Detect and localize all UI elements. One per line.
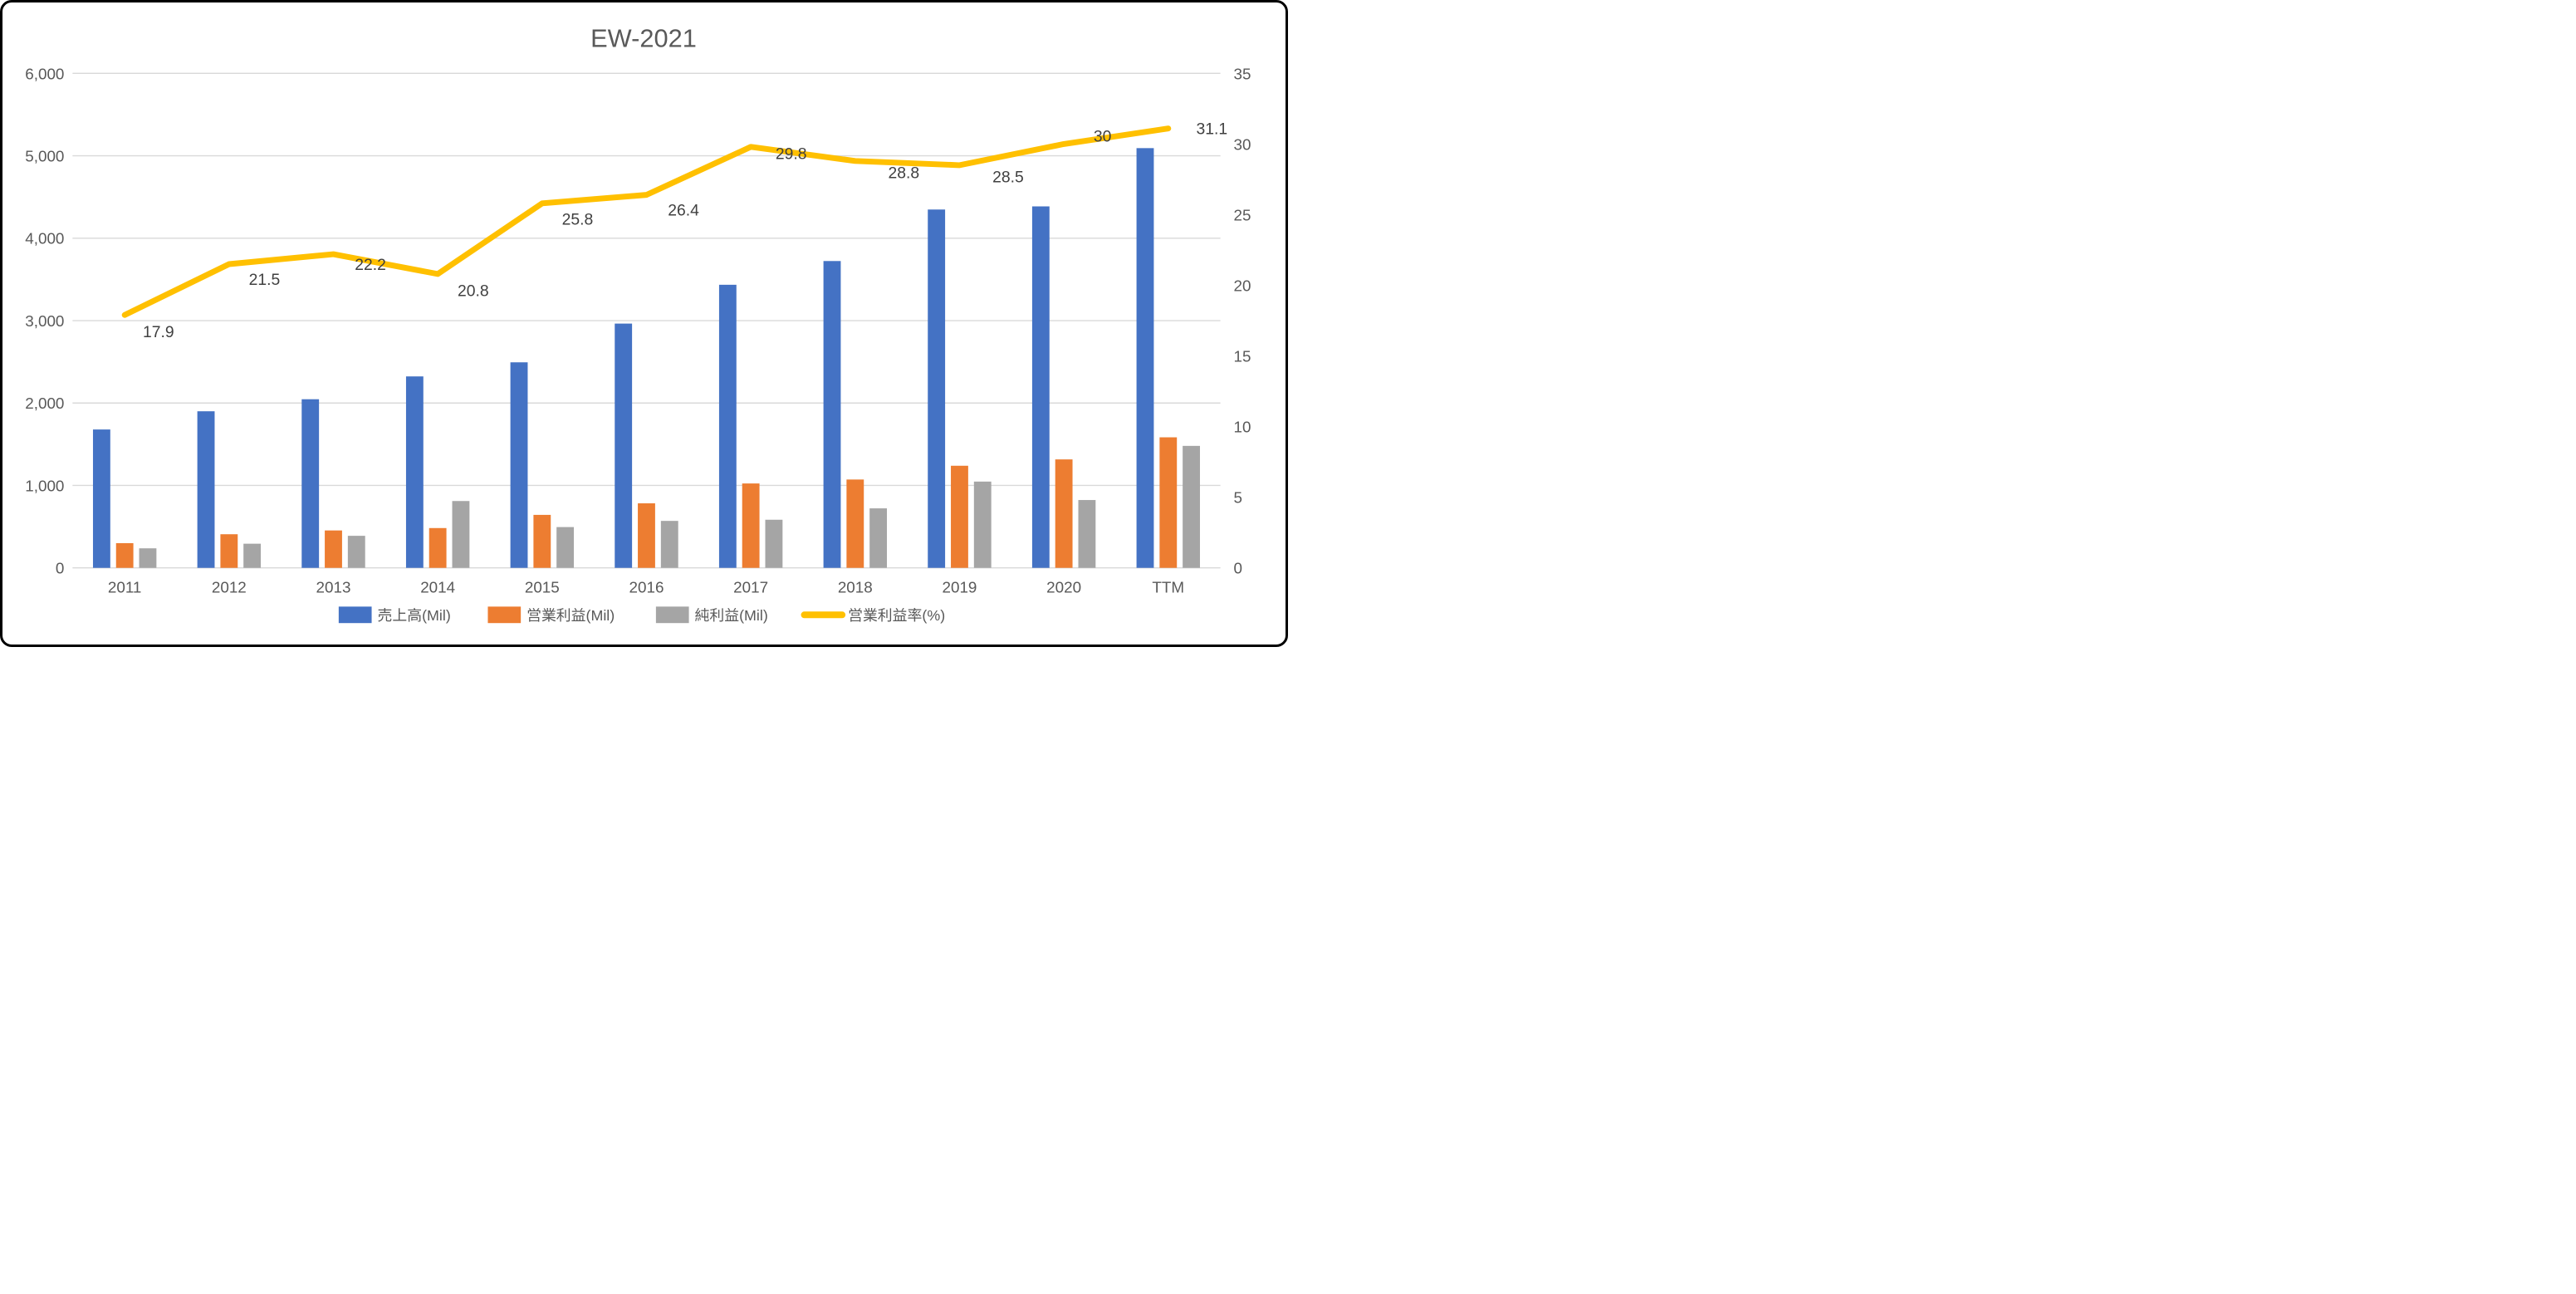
legend-item: 営業利益率(%) <box>801 607 945 624</box>
bar-operating-income-2011 <box>115 542 134 568</box>
left-axis-tick-label: 3,000 <box>25 312 64 330</box>
bar-net-income-2011 <box>139 548 157 568</box>
right-axis-tick-label: 30 <box>1233 135 1251 153</box>
right-axis-tick-label: 0 <box>1233 560 1241 577</box>
bars-group <box>92 148 1200 568</box>
legend-swatch <box>655 606 689 624</box>
chart-frame: 17.9 21.5 22.2 20.8 25.8 26.4 29.8 28.8 28.5 30 31… <box>0 0 1288 647</box>
legend-swatch <box>487 606 522 624</box>
x-axis-tick-label: 2011 <box>108 578 142 596</box>
x-axis-tick-label: 2017 <box>733 578 768 596</box>
left-axis-tick-label: 0 <box>56 560 64 577</box>
left-axis-tick-label: 5,000 <box>25 148 64 165</box>
legend-swatch <box>338 606 372 624</box>
legend-item: 売上高(Mil) <box>338 606 451 624</box>
bar-operating-income-2018 <box>846 479 864 568</box>
bar-net-income-2020 <box>1078 500 1096 568</box>
legend-label: 営業利益(Mil) <box>526 607 615 624</box>
bar-revenue-2020 <box>1031 206 1050 568</box>
margin-point-label: 25.8 <box>562 211 594 229</box>
margin-point-label: 26.4 <box>668 201 699 219</box>
x-axis-tick-label: TTM <box>1152 578 1184 596</box>
margin-point-label: 31.1 <box>1197 120 1228 139</box>
bar-revenue-2019 <box>928 209 946 568</box>
left-axis-tick-label: 1,000 <box>25 477 64 494</box>
x-axis-tick-label: 2018 <box>838 578 873 596</box>
bar-net-income-2013 <box>347 536 365 568</box>
bar-revenue-2014 <box>405 376 424 568</box>
bar-operating-income-2020 <box>1055 459 1073 568</box>
margin-point-label: 20.8 <box>458 282 489 301</box>
left-axis-tick-label: 4,000 <box>25 230 64 248</box>
bar-net-income-TTM <box>1183 445 1200 568</box>
bar-revenue-2011 <box>92 429 110 568</box>
bar-net-income-2012 <box>243 543 262 568</box>
bar-operating-income-2015 <box>533 514 551 568</box>
right-axis-ticks: 0 5 10 15 20 25 30 35 <box>1233 65 1251 576</box>
bar-operating-income-2013 <box>325 530 342 568</box>
legend-label: 純利益(Mil) <box>695 607 768 624</box>
margin-point-label: 28.8 <box>888 164 919 183</box>
bar-revenue-TTM <box>1136 148 1154 568</box>
margin-point-label: 17.9 <box>143 323 174 341</box>
x-axis-tick-label: 2019 <box>942 578 977 596</box>
right-axis-tick-label: 20 <box>1233 277 1251 294</box>
gridlines-group <box>72 72 1221 569</box>
bar-net-income-2015 <box>556 527 575 568</box>
bar-revenue-2017 <box>718 284 737 568</box>
bar-operating-income-2016 <box>638 503 655 568</box>
point-labels-group: 17.9 21.5 22.2 20.8 25.8 26.4 29.8 28.8 28.5 30 31… <box>143 120 1227 341</box>
bar-operating-income-2017 <box>742 483 760 568</box>
bar-revenue-2018 <box>823 261 841 568</box>
margin-line-group <box>121 125 1172 318</box>
margin-point-label: 28.5 <box>992 169 1024 187</box>
legend-item: 純利益(Mil) <box>655 606 768 624</box>
legend-label: 営業利益率(%) <box>848 607 945 624</box>
left-axis-tick-label: 6,000 <box>25 65 64 82</box>
bar-net-income-2019 <box>973 481 992 568</box>
x-axis-ticks: 2011 2012 2013 2014 2015 2016 2017 2018 2019 2020… <box>108 578 1184 596</box>
bar-operating-income-2012 <box>220 534 238 568</box>
bar-revenue-2013 <box>301 399 320 568</box>
legend-label: 売上高(Mil) <box>377 607 450 624</box>
chart-title: EW-2021 <box>590 24 697 53</box>
left-axis-ticks: 0 1,000 2,000 3,000 4,000 5,000 6,000 <box>25 65 64 576</box>
bar-net-income-2014 <box>452 501 470 568</box>
x-axis-tick-label: 2016 <box>629 578 664 596</box>
x-axis-tick-label: 2014 <box>420 578 455 596</box>
legend-item: 営業利益(Mil) <box>487 606 615 624</box>
margin-point-label: 21.5 <box>249 271 281 289</box>
bar-operating-income-TTM <box>1159 437 1178 568</box>
right-axis-tick-label: 5 <box>1233 489 1241 507</box>
bar-revenue-2015 <box>510 362 528 568</box>
operating-margin-line <box>121 125 1172 318</box>
x-axis-tick-label: 2020 <box>1046 578 1081 596</box>
right-axis-tick-label: 10 <box>1233 419 1251 436</box>
bar-operating-income-2014 <box>429 527 447 568</box>
bar-net-income-2016 <box>660 521 678 568</box>
legend: 売上高(Mil) 営業利益(Mil) 純利益(Mil) 営業利益率(%) <box>338 606 945 624</box>
right-axis-tick-label: 25 <box>1233 206 1251 223</box>
bar-net-income-2017 <box>765 519 783 568</box>
bar-operating-income-2019 <box>951 465 968 568</box>
left-axis-tick-label: 2,000 <box>25 395 64 412</box>
x-axis-tick-label: 2012 <box>212 578 247 596</box>
x-axis-tick-label: 2015 <box>525 578 560 596</box>
right-axis-tick-label: 35 <box>1233 65 1251 82</box>
bar-net-income-2018 <box>869 508 888 568</box>
margin-point-label: 30 <box>1094 127 1112 145</box>
right-axis-tick-label: 15 <box>1233 348 1251 365</box>
margin-point-label: 22.2 <box>355 256 386 274</box>
margin-point-label: 29.8 <box>776 145 807 164</box>
x-axis-tick-label: 2013 <box>316 578 351 596</box>
bar-revenue-2012 <box>197 411 215 568</box>
combo-chart: 17.9 21.5 22.2 20.8 25.8 26.4 29.8 28.8 28.5 30 31… <box>25 24 1251 625</box>
bar-revenue-2016 <box>615 323 633 568</box>
